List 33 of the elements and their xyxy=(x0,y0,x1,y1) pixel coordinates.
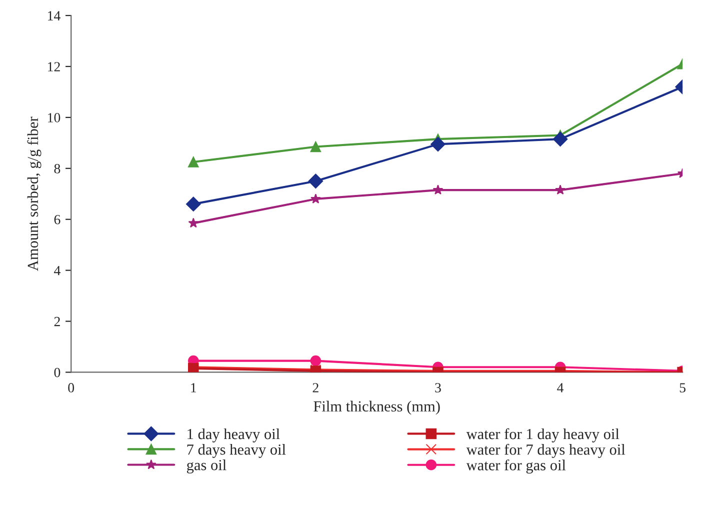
point xyxy=(310,194,321,204)
legend-label: gas oil xyxy=(186,459,226,474)
point xyxy=(310,141,322,152)
point xyxy=(552,132,568,146)
legend-label: 7 days heavy oil xyxy=(187,444,286,458)
y-tick-label: 4 xyxy=(54,266,60,276)
legend-label: water for gas oil xyxy=(466,459,566,474)
point xyxy=(308,174,324,189)
y-tick-label: 10 xyxy=(48,113,60,122)
point xyxy=(186,196,201,212)
y-tick-label: 6 xyxy=(54,214,60,224)
point xyxy=(188,218,199,228)
x-tick-label: 0 xyxy=(68,383,74,392)
x-tick-label: 1 xyxy=(191,383,196,392)
x-axis-title: Film thickness (mm) xyxy=(314,400,440,415)
x-tick-label: 2 xyxy=(312,383,318,392)
y-tick-label: 2 xyxy=(54,316,60,326)
point xyxy=(310,355,322,366)
x-tick-label: 3 xyxy=(435,383,441,392)
y-tick-label: 14 xyxy=(48,11,60,20)
point xyxy=(432,184,444,195)
y-tick-label: 8 xyxy=(54,164,60,174)
x-tick-label: 5 xyxy=(680,383,686,392)
y-tick-label: 0 xyxy=(54,368,60,378)
legend-label: water for 7 days heavy oil xyxy=(466,444,626,458)
legend-label: water for 1 day heavy oil xyxy=(466,428,620,442)
y-tick-label: 12 xyxy=(48,62,60,72)
y-axis-title: Amount sorbed, g/g fiber xyxy=(27,116,42,271)
point xyxy=(188,156,199,168)
point xyxy=(555,184,566,195)
x-tick-label: 4 xyxy=(557,383,564,392)
legend-label: 1 day heavy oil xyxy=(188,428,280,442)
point xyxy=(430,136,446,152)
